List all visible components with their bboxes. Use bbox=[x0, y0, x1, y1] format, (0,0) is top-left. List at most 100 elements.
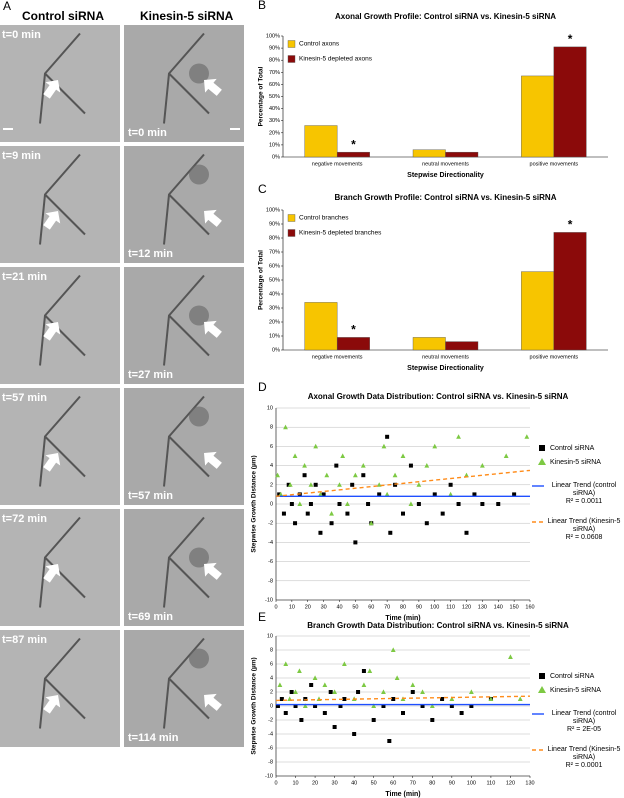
legend-label: Control axons bbox=[299, 41, 340, 48]
micrograph bbox=[0, 509, 120, 626]
significance-mark: * bbox=[568, 218, 573, 232]
point bbox=[277, 682, 283, 687]
micrograph bbox=[0, 388, 120, 505]
point bbox=[342, 697, 347, 701]
point bbox=[292, 453, 298, 458]
micrograph bbox=[0, 25, 120, 142]
point bbox=[468, 689, 474, 694]
chart-title: Branch Growth Data Distribution: Control… bbox=[307, 621, 569, 630]
legend-marker bbox=[539, 673, 545, 679]
point bbox=[488, 696, 494, 701]
y-tick-label: -8 bbox=[268, 759, 273, 765]
time-label: t=12 min bbox=[128, 248, 173, 260]
growth-cone bbox=[189, 63, 209, 84]
trend-line bbox=[275, 469, 531, 498]
point bbox=[340, 453, 346, 458]
chart-title: Axonal Growth Profile: Control siRNA vs.… bbox=[335, 12, 556, 21]
point bbox=[361, 682, 367, 687]
panel-label: B bbox=[258, 0, 266, 12]
legend-label: Linear Trend (control siRNA) bbox=[551, 710, 617, 725]
point bbox=[361, 473, 366, 478]
legend-label: Linear Trend (control siRNA) bbox=[551, 482, 617, 497]
r-squared: R² = 0.0608 bbox=[565, 534, 603, 541]
arrow bbox=[43, 453, 61, 472]
arrow-shape bbox=[43, 211, 61, 230]
legend-label: Kinesin-5 depleted branches bbox=[299, 230, 382, 237]
y-tick-label: 10 bbox=[267, 405, 273, 411]
arrow-shape bbox=[43, 453, 61, 472]
y-tick-label: 2 bbox=[270, 482, 273, 488]
bar bbox=[412, 149, 446, 158]
point bbox=[424, 521, 429, 526]
point bbox=[286, 482, 291, 487]
significance-mark: * bbox=[351, 323, 356, 337]
point bbox=[308, 482, 314, 487]
legend-swatch bbox=[287, 55, 296, 63]
y-tick-label: 80% bbox=[269, 235, 280, 241]
x-tick-label: 20 bbox=[312, 780, 318, 786]
y-tick-label: 40% bbox=[269, 106, 280, 112]
point bbox=[391, 697, 396, 701]
arrow bbox=[204, 78, 222, 96]
panel-label: C bbox=[258, 182, 267, 196]
x-tick-label: neutral movements bbox=[422, 161, 469, 167]
point bbox=[337, 502, 342, 506]
legend-label: Control branches bbox=[299, 215, 349, 222]
point bbox=[390, 647, 396, 652]
x-tick-label: 90 bbox=[416, 604, 422, 610]
y-tick-label: 0 bbox=[270, 501, 273, 507]
y-tick-label: 10% bbox=[269, 142, 280, 148]
point bbox=[377, 492, 382, 497]
bar bbox=[553, 46, 587, 158]
point bbox=[449, 704, 454, 708]
point bbox=[394, 675, 400, 680]
y-tick-label: 0% bbox=[272, 347, 280, 353]
x-tick-label: 60 bbox=[368, 604, 374, 610]
arrow bbox=[43, 211, 61, 230]
trend-line bbox=[275, 695, 531, 702]
arrow bbox=[43, 564, 61, 583]
y-tick-label: 4 bbox=[270, 463, 273, 469]
point bbox=[289, 690, 294, 694]
y-tick-label: 30% bbox=[269, 118, 280, 124]
point bbox=[275, 472, 280, 478]
neurite bbox=[163, 516, 210, 608]
x-tick-label: 0 bbox=[274, 780, 277, 786]
panel-label: D bbox=[258, 380, 267, 394]
y-tick-label: 8 bbox=[270, 425, 273, 431]
arrow-shape bbox=[204, 693, 222, 711]
neurite bbox=[39, 637, 86, 729]
x-tick-label: 100 bbox=[467, 780, 476, 786]
panel-label: A bbox=[3, 0, 11, 13]
arrow-shape bbox=[43, 695, 61, 714]
point bbox=[283, 424, 288, 430]
x-tick-label: 80 bbox=[429, 780, 435, 786]
y-axis-label: Stepwise Growth Distance (µm) bbox=[251, 657, 258, 754]
panel-label: E bbox=[258, 610, 266, 624]
point bbox=[371, 703, 377, 708]
point bbox=[448, 491, 454, 497]
point bbox=[432, 492, 437, 497]
y-tick-label: 6 bbox=[270, 661, 273, 667]
x-tick-label: negative movements bbox=[312, 161, 363, 167]
micrograph bbox=[124, 630, 244, 747]
x-tick-label: 70 bbox=[384, 604, 390, 610]
point bbox=[449, 696, 455, 701]
point bbox=[283, 711, 288, 715]
chart-title: Axonal Growth Data Distribution: Control… bbox=[308, 392, 569, 401]
arrow bbox=[43, 80, 61, 99]
point bbox=[293, 704, 298, 708]
point bbox=[387, 739, 392, 743]
time-label: t=9 min bbox=[2, 150, 41, 162]
point bbox=[410, 690, 415, 694]
point bbox=[464, 530, 469, 535]
legend-swatch bbox=[287, 229, 296, 237]
x-tick-label: 90 bbox=[449, 780, 455, 786]
point bbox=[480, 502, 485, 506]
point bbox=[309, 683, 314, 687]
point bbox=[408, 501, 414, 506]
x-axis-label: Time (min) bbox=[385, 615, 420, 622]
x-tick-label: 30 bbox=[332, 780, 338, 786]
x-axis-label: Time (min) bbox=[385, 791, 420, 798]
point bbox=[424, 463, 430, 468]
